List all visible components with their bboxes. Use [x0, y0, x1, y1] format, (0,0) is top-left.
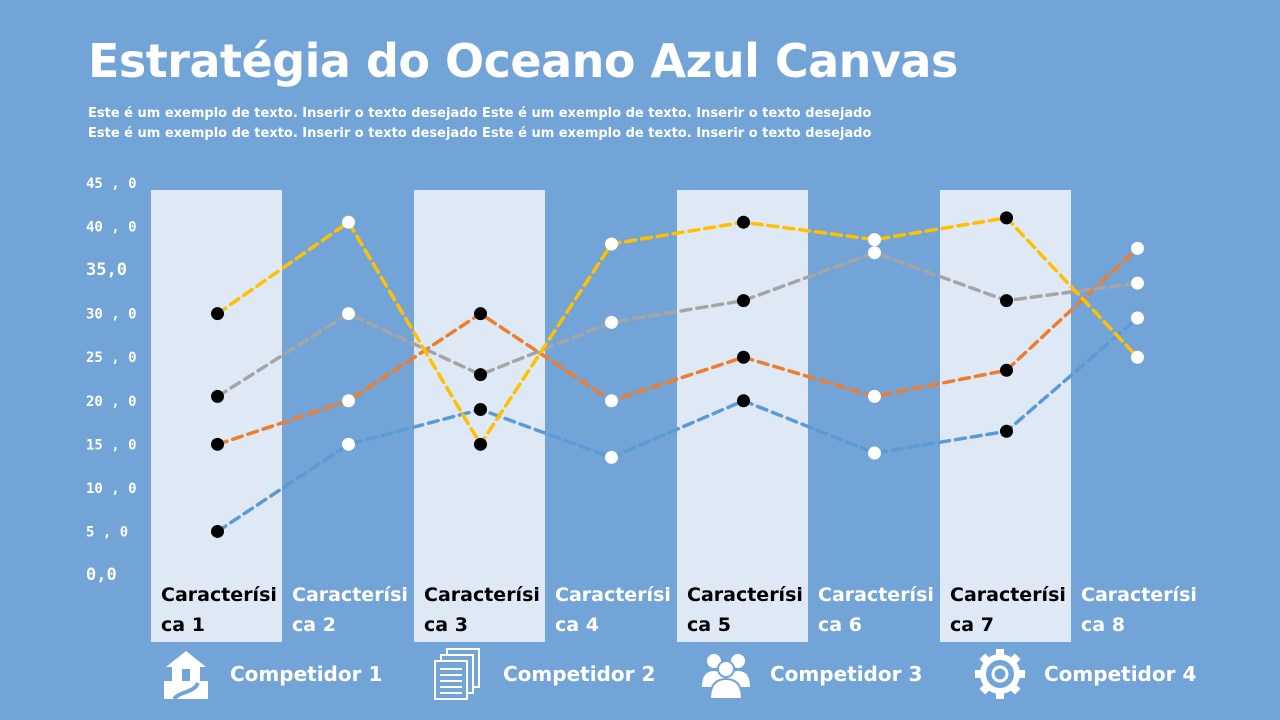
data-point	[737, 350, 750, 364]
y-tick-label: 30 , 0	[86, 307, 137, 323]
y-tick-label: 0,0	[86, 565, 117, 585]
y-tick-label: 10 , 0	[86, 481, 137, 497]
y-tick-label: 40 , 0	[86, 220, 137, 236]
series-line	[215, 250, 1140, 399]
series-line	[215, 246, 1140, 447]
data-point	[868, 389, 881, 403]
data-point	[868, 446, 881, 460]
page-title: Estratégia do Oceano Azul Canvas	[88, 34, 958, 88]
y-tick-label: 45 , 0	[86, 176, 137, 192]
highlight-column	[677, 190, 808, 642]
data-point	[1000, 211, 1013, 225]
subtitle: Este é um exemplo de texto. Inserir o te…	[88, 104, 871, 144]
y-tick-label: 20 , 0	[86, 394, 137, 410]
data-point	[1131, 311, 1144, 325]
y-tick-label: 5 , 0	[86, 524, 128, 540]
data-point	[474, 402, 487, 416]
category-label: Caracterísi	[818, 584, 934, 606]
documents-icon	[433, 647, 485, 701]
category-label: Caracterísi	[292, 584, 408, 606]
category-label: ca 2	[292, 614, 336, 636]
highlight-column	[151, 190, 282, 642]
y-tick-label: 15 , 0	[86, 437, 137, 453]
data-point	[342, 307, 355, 321]
legend-item-competidor-4: Competidor 4	[974, 646, 1196, 702]
y-tick-label: 35,0	[86, 260, 127, 280]
data-point	[342, 437, 355, 451]
data-point	[211, 437, 224, 451]
data-point	[868, 233, 881, 247]
data-point	[1000, 363, 1013, 377]
data-point	[211, 524, 224, 538]
category-label: ca 5	[687, 614, 731, 636]
highlight-column	[940, 190, 1071, 642]
data-point	[1000, 424, 1013, 438]
series-line	[215, 316, 1140, 534]
data-point	[737, 215, 750, 229]
data-point	[605, 450, 618, 464]
legend-label: Competidor 2	[503, 662, 656, 686]
category-label: Caracterísi	[424, 584, 540, 606]
group-icon	[700, 647, 752, 701]
blue-ocean-chart: 0,0 5 , 0 10 , 0 15 , 0 20 , 0 25 , 0 30 , 0 35…	[86, 176, 1197, 642]
legend-label: Competidor 4	[1044, 662, 1197, 686]
category-label: ca 4	[555, 614, 599, 636]
data-point	[605, 315, 618, 329]
category-label: Caracterísi	[555, 584, 671, 606]
category-label: Caracterísi	[950, 584, 1066, 606]
data-point	[868, 246, 881, 260]
data-point	[1131, 350, 1144, 364]
category-label: ca 6	[818, 614, 862, 636]
data-point	[1131, 241, 1144, 255]
data-point	[605, 237, 618, 251]
data-point	[474, 368, 487, 382]
gear-icon	[974, 647, 1026, 701]
y-tick-label: 25 , 0	[86, 350, 137, 366]
data-point	[474, 307, 487, 321]
highlight-column	[414, 190, 545, 642]
category-label: Caracterísi	[687, 584, 803, 606]
category-label: Caracterísi	[161, 584, 277, 606]
series-line	[215, 215, 1140, 448]
data-point	[211, 307, 224, 321]
legend-item-competidor-3: Competidor 3	[700, 646, 922, 702]
data-point	[342, 215, 355, 229]
category-label: Caracterísi	[1081, 584, 1197, 606]
subtitle-line-2: Este é um exemplo de texto. Inserir o te…	[88, 126, 872, 141]
data-point	[211, 389, 224, 403]
legend-label: Competidor 1	[230, 662, 383, 686]
category-label: ca 7	[950, 614, 994, 636]
legend-item-competidor-2: Competidor 2	[433, 646, 655, 702]
category-label: ca 3	[424, 614, 468, 636]
category-label: ca 8	[1081, 614, 1125, 636]
category-label: ca 1	[161, 614, 205, 636]
legend-item-competidor-1: Competidor 1	[160, 646, 382, 702]
legend-label: Competidor 3	[770, 662, 923, 686]
data-point	[474, 437, 487, 451]
data-point	[737, 294, 750, 308]
house-icon	[160, 647, 212, 701]
data-point	[737, 394, 750, 408]
data-point	[342, 394, 355, 408]
data-point	[1131, 276, 1144, 290]
data-point	[1000, 294, 1013, 308]
subtitle-line-1: Este é um exemplo de texto. Inserir o te…	[88, 106, 872, 121]
data-point	[605, 394, 618, 408]
